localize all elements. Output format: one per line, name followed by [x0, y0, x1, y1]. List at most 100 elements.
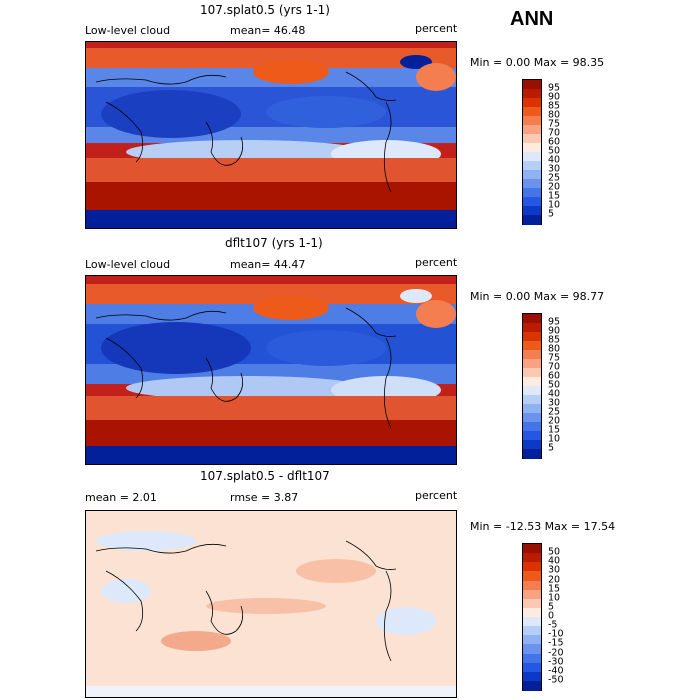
colorbar-segment	[523, 662, 541, 673]
panel3-colorbar	[522, 543, 542, 691]
panel3-map	[85, 510, 457, 698]
colorbar-tick-label: 0	[548, 610, 555, 622]
colorbar-segment	[523, 589, 541, 600]
colorbar-tick-label: 50	[548, 379, 561, 391]
colorbar-tick-label: 15	[548, 424, 561, 436]
colorbar-segment	[523, 553, 541, 563]
colorbar-segment	[523, 341, 541, 351]
panel2-variable-label: Low-level cloud	[85, 258, 171, 271]
colorbar-tick-label: 70	[548, 127, 561, 139]
panel1-mean-label: mean= 46.48	[230, 24, 306, 37]
panel2-mean-label: mean= 44.47	[230, 258, 306, 271]
colorbar-tick-label: 30	[548, 564, 561, 576]
colorbar-tick-label: 15	[548, 583, 561, 595]
colorbar-segment	[523, 188, 541, 198]
colorbar-segment	[523, 98, 541, 108]
panel1-colorbar	[522, 79, 542, 225]
colorbar-tick-label: 90	[548, 91, 561, 103]
colorbar-tick-label: 75	[548, 352, 561, 364]
colorbar-tick-label: 30	[548, 397, 561, 409]
panel1-title: 107.splat0.5 (yrs 1-1)	[200, 3, 330, 17]
colorbar-segment	[523, 143, 541, 153]
colorbar-tick-label: 90	[548, 325, 561, 337]
colorbar-tick-label: 95	[548, 82, 561, 94]
colorbar-segment	[523, 680, 541, 691]
colorbar-segment	[523, 671, 541, 682]
colorbar-segment	[523, 107, 541, 117]
panel2-colorbar	[522, 313, 542, 459]
panel2-minmax: Min = 0.00 Max = 98.77	[470, 290, 605, 303]
panel1-units-label: percent	[415, 22, 458, 35]
colorbar-tick-label: -5	[548, 619, 558, 631]
colorbar-tick-label: 25	[548, 172, 561, 184]
panel2-map	[85, 275, 457, 465]
colorbar-segment	[523, 323, 541, 333]
colorbar-tick-label: 10	[548, 433, 561, 445]
colorbar-segment	[523, 635, 541, 645]
colorbar-tick-label: 5	[548, 442, 555, 454]
panel3-colorbar-ticks: 50 40 30 20 15 10 5 0 -5 -10 -15 -20 -30 -40 -50	[548, 543, 584, 691]
colorbar-segment	[523, 422, 541, 432]
colorbar-tick-label: 50	[548, 546, 561, 558]
colorbar-tick-label: -20	[548, 647, 564, 658]
colorbar-tick-label: 60	[548, 370, 561, 382]
colorbar-tick-label: -40	[548, 665, 564, 677]
colorbar-segment	[523, 440, 541, 450]
colorbar-segment	[523, 134, 541, 144]
colorbar-segment	[523, 617, 541, 627]
panel3-rmse-label: rmse = 3.87	[230, 491, 299, 504]
colorbar-segment	[523, 653, 541, 664]
colorbar-segment	[523, 598, 541, 609]
panel2-title: dflt107 (yrs 1-1)	[225, 236, 323, 250]
colorbar-tick-label: 85	[548, 100, 561, 112]
colorbar-segment	[523, 544, 541, 554]
colorbar-segment	[523, 607, 541, 618]
colorbar-segment	[523, 197, 541, 207]
season-label: ANN	[510, 8, 554, 30]
panel1-minmax: Min = 0.00 Max = 98.35	[470, 56, 605, 69]
colorbar-segment	[523, 179, 541, 189]
colorbar-segment	[523, 80, 541, 90]
colorbar-segment	[523, 386, 541, 396]
colorbar-segment	[523, 215, 541, 225]
colorbar-tick-label: -15	[548, 637, 564, 649]
colorbar-tick-label: 30	[548, 163, 561, 175]
colorbar-segment	[523, 580, 541, 591]
colorbar-tick-label: -50	[548, 674, 564, 686]
colorbar-segment	[523, 368, 541, 378]
colorbar-segment	[523, 395, 541, 405]
colorbar-segment	[523, 350, 541, 360]
colorbar-tick-label: -30	[548, 656, 564, 668]
colorbar-tick-label: 20	[548, 181, 561, 193]
colorbar-tick-label: 20	[548, 415, 561, 427]
colorbar-tick-label: -10	[548, 628, 564, 640]
colorbar-segment	[523, 644, 541, 654]
colorbar-tick-label: 40	[548, 154, 561, 166]
colorbar-segment	[523, 89, 541, 99]
colorbar-segment	[523, 206, 541, 216]
colorbar-tick-label: 75	[548, 118, 561, 130]
colorbar-tick-label: 25	[548, 406, 561, 418]
colorbar-segment	[523, 626, 541, 636]
colorbar-segment	[523, 125, 541, 135]
panel1-map	[85, 41, 457, 229]
colorbar-tick-label: 10	[548, 592, 561, 604]
colorbar-segment	[523, 116, 541, 126]
colorbar-tick-label: 95	[548, 316, 561, 328]
colorbar-segment	[523, 377, 541, 387]
panel2-units-label: percent	[415, 256, 458, 269]
colorbar-tick-label: 85	[548, 334, 561, 346]
colorbar-segment	[523, 562, 541, 572]
colorbar-segment	[523, 571, 541, 581]
panel3-title: 107.splat0.5 - dflt107	[200, 469, 330, 483]
panel3-units-label: percent	[415, 489, 458, 502]
colorbar-tick-label: 20	[548, 574, 561, 585]
colorbar-segment	[523, 431, 541, 441]
colorbar-segment	[523, 161, 541, 171]
panel3-minmax: Min = -12.53 Max = 17.54	[470, 520, 616, 533]
colorbar-segment	[523, 413, 541, 423]
panel2-colorbar-ticks: 95 90 85 80 75 70 60 50 40 30 25 20 15 10 5	[548, 313, 578, 459]
colorbar-tick-label: 5	[548, 601, 555, 613]
colorbar-segment	[523, 170, 541, 180]
colorbar-tick-label: 40	[548, 555, 561, 567]
